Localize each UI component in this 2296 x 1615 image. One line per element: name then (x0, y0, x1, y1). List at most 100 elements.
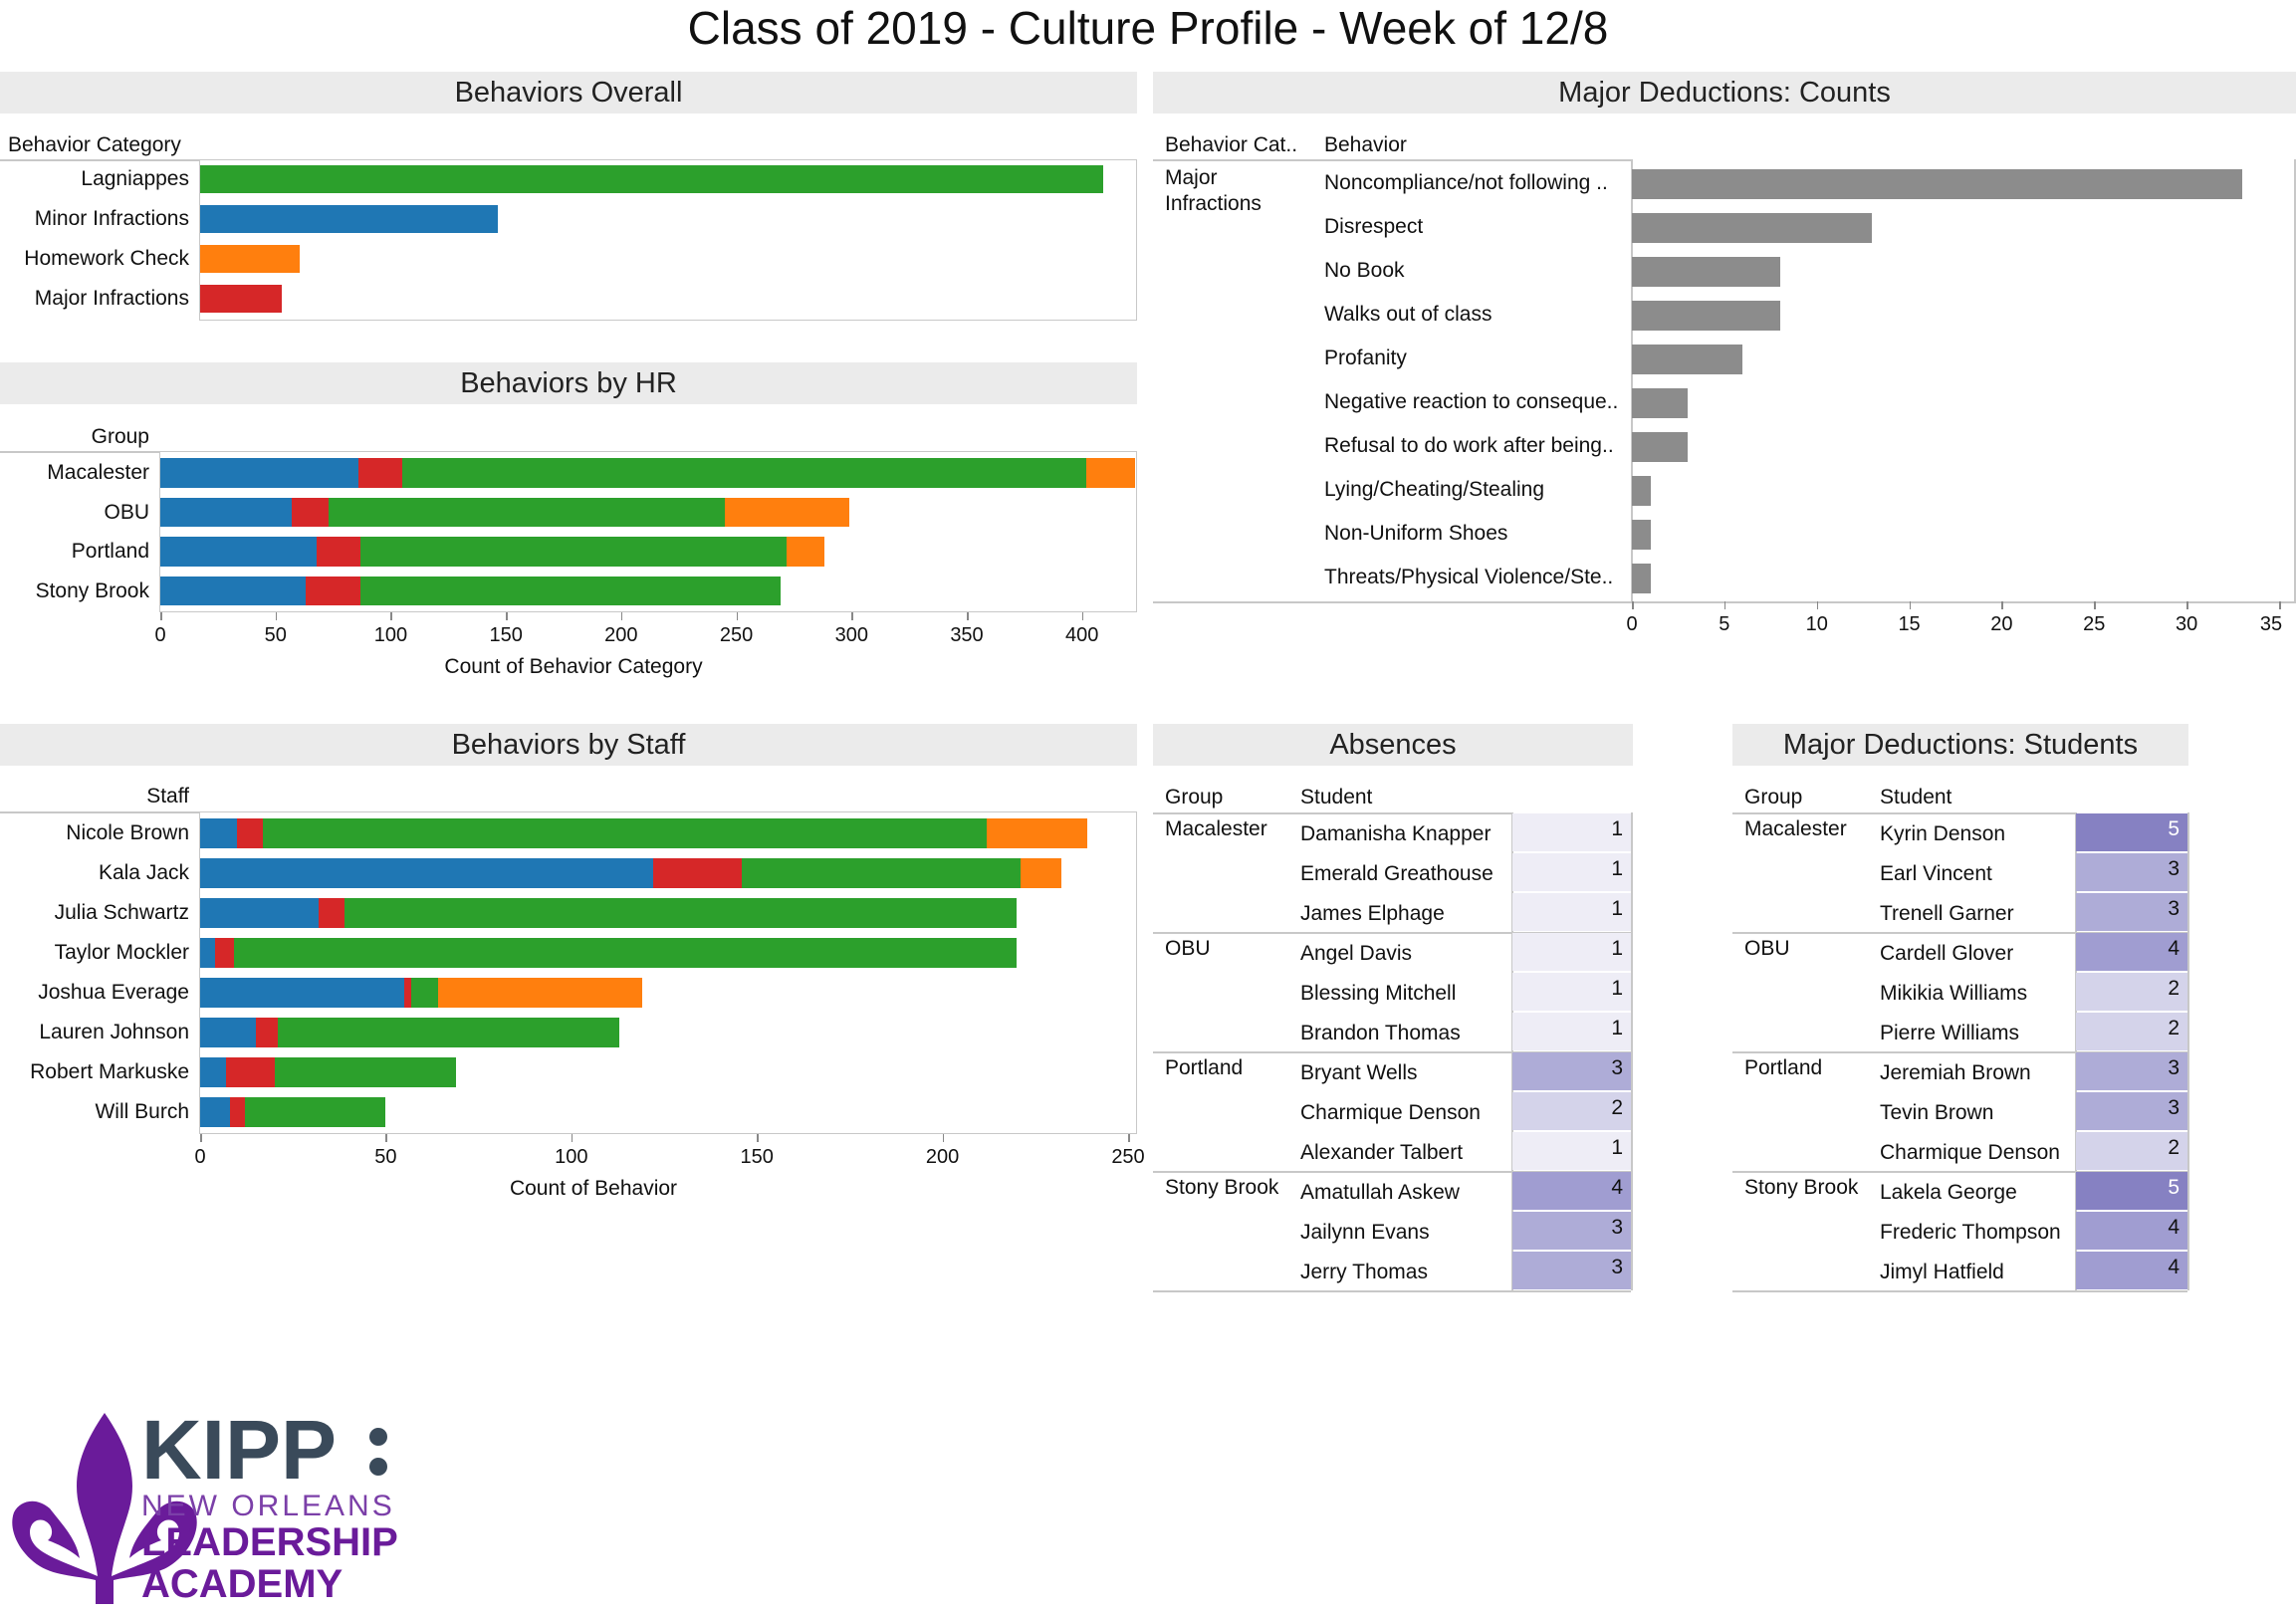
major-counts-top-rule (1153, 159, 1631, 161)
bar-segment-portland-minor-infractions (160, 537, 318, 567)
behavior-label: Disrespect (1324, 215, 1424, 238)
student-name: Jailynn Evans (1300, 1221, 1430, 1244)
student-name: Mikikia Williams (1880, 982, 2028, 1005)
x-tick-mark (1128, 1134, 1130, 1142)
x-tick-mark (571, 1134, 574, 1142)
bar-negative-reaction-to-conseque (1632, 388, 1688, 418)
bar-segment-lauren-johnson-major-infractions (255, 1018, 279, 1047)
logo-new-orleans: NEW ORLEANS (141, 1490, 395, 1522)
value-cell: 4 (2076, 933, 2187, 971)
group-label: OBU (1165, 937, 1211, 960)
x-tick-label: 10 (1805, 613, 1828, 635)
value-cell: 4 (2076, 1252, 2187, 1289)
bar-disrespect (1632, 213, 1873, 243)
bar-segment-robert-markuske-minor-infractions (200, 1057, 227, 1087)
bar-segment-taylor-mockler-minor-infractions (200, 938, 215, 968)
behaviors-by-staff-header: Behaviors by Staff (0, 724, 1137, 766)
category-label: Nicole Brown (66, 821, 189, 844)
category-label: Minor Infractions (34, 207, 189, 230)
x-tick-label: 15 (1898, 613, 1921, 635)
group-separator (1153, 1051, 1631, 1053)
bar-segment-nicole-brown-minor-infractions (200, 818, 238, 848)
value-cell: 3 (1512, 1212, 1631, 1250)
value-cell: 3 (2076, 893, 2187, 931)
bar-segment-julia-schwartz-lagniappes (344, 898, 1018, 928)
student-name: Earl Vincent (1880, 862, 1992, 885)
x-tick-label: 300 (834, 624, 868, 646)
behavior-label: Profanity (1324, 346, 1407, 369)
x-tick-mark (2001, 601, 2003, 609)
x-tick-label: 150 (740, 1146, 774, 1168)
group-separator (1732, 1171, 2187, 1173)
student-name: Blessing Mitchell (1300, 982, 1457, 1005)
value-cell: 4 (2076, 1212, 2187, 1250)
x-tick-mark (2186, 601, 2188, 609)
x-tick-mark (851, 612, 853, 620)
value-cell: 2 (2076, 973, 2187, 1011)
x-tick-mark (506, 612, 508, 620)
student-name: Charmique Denson (1880, 1141, 2060, 1164)
behaviors-by-hr-row-header: Group (91, 425, 149, 448)
x-tick-mark (736, 612, 739, 620)
value-cell: 5 (2076, 813, 2187, 851)
value-cell: 3 (2076, 1052, 2187, 1090)
group-separator (1153, 1171, 1631, 1173)
value-cell: 3 (1512, 1052, 1631, 1090)
behavior-label: Lying/Cheating/Stealing (1324, 478, 1545, 501)
student-name: Brandon Thomas (1300, 1022, 1461, 1044)
x-tick-label: 150 (489, 624, 523, 646)
student-name: Emerald Greathouse (1300, 862, 1493, 885)
x-tick-label: 50 (264, 624, 287, 646)
bar-segment-portland-homework-check (787, 537, 824, 567)
x-tick-label: 350 (950, 624, 984, 646)
value-cell: 1 (1512, 1132, 1631, 1170)
bar-segment-kala-jack-major-infractions (652, 858, 743, 888)
x-tick-mark (942, 1134, 945, 1142)
bar-segment-will-burch-major-infractions (229, 1097, 245, 1127)
absences-top-rule (1153, 812, 1511, 814)
absences-student-header: Student (1300, 786, 1373, 808)
bar-lagniappes (200, 165, 1104, 193)
category-label: Taylor Mockler (54, 941, 189, 964)
x-tick-label: 50 (374, 1146, 397, 1168)
value-cell: 1 (1512, 813, 1631, 851)
bar-profanity (1632, 345, 1743, 374)
value-cell: 4 (1512, 1172, 1631, 1210)
x-tick-label: 25 (2083, 613, 2106, 635)
x-tick-label: 20 (1990, 613, 2013, 635)
bar-segment-macalester-lagniappes (402, 458, 1087, 488)
bar-walks-out-of-class (1632, 301, 1780, 331)
category-label: Will Burch (95, 1100, 189, 1123)
major-students-cell-right (2187, 812, 2189, 1290)
behaviors-overall-header: Behaviors Overall (0, 72, 1137, 114)
behavior-label: Negative reaction to conseque.. (1324, 390, 1619, 413)
student-name: Kyrin Denson (1880, 822, 2006, 845)
major-counts-frame-right (2294, 159, 2296, 601)
behavior-label: Threats/Physical Violence/Ste.. (1324, 566, 1614, 588)
group-separator (1153, 932, 1631, 934)
group-separator (1732, 1051, 2187, 1053)
page-title: Class of 2019 - Culture Profile - Week o… (687, 2, 1609, 54)
bar-segment-julia-schwartz-major-infractions (319, 898, 345, 928)
value-cell: 1 (1512, 973, 1631, 1011)
x-tick-mark (1816, 601, 1819, 609)
student-name: Trenell Garner (1880, 902, 2014, 925)
behaviors-by-staff-row-header: Staff (146, 785, 189, 808)
behavior-label: Walks out of class (1324, 303, 1492, 326)
x-tick-label: 0 (1626, 613, 1638, 635)
x-tick-label: 100 (373, 624, 408, 646)
x-tick-label: 250 (719, 624, 754, 646)
student-name: Jeremiah Brown (1880, 1061, 2031, 1084)
group-label: Stony Brook (1744, 1176, 1859, 1199)
x-tick-mark (2094, 601, 2096, 609)
x-tick-mark (2279, 601, 2281, 609)
student-name: Bryant Wells (1300, 1061, 1418, 1084)
student-name: Frederic Thompson (1880, 1221, 2061, 1244)
behaviors-by-hr-label-rule (0, 451, 159, 453)
x-tick-mark (275, 612, 278, 620)
value-cell: 3 (1512, 1252, 1631, 1289)
bar-segment-macalester-minor-infractions (160, 458, 359, 488)
bar-segment-lauren-johnson-minor-infractions (200, 1018, 256, 1047)
major-deductions-students-header: Major Deductions: Students (1732, 724, 2188, 766)
value-cell: 3 (2076, 1092, 2187, 1130)
